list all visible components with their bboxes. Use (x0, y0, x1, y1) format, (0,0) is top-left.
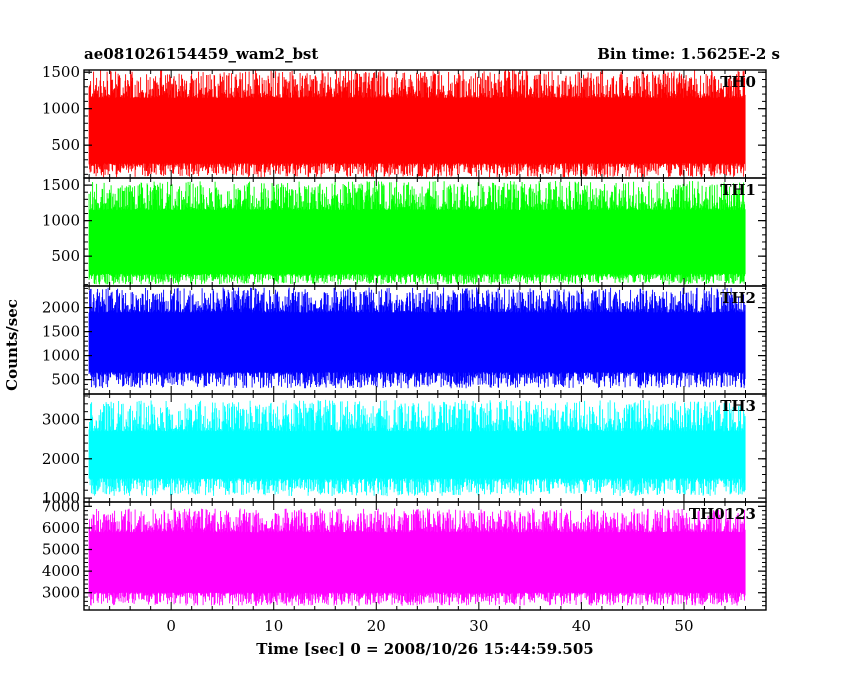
series-th0 (88, 70, 746, 178)
panel-th0: 500 1000 1500 TH0 (42, 63, 767, 179)
bin-time-label: Bin time: 1.5625E-2 s (597, 45, 780, 63)
panel-label-th2: TH2 (720, 289, 756, 307)
series-line-th1 (88, 180, 746, 285)
panel-th1: 500 1000 1500 TH1 (42, 176, 767, 287)
y-tick-label: 1000 (42, 347, 80, 365)
x-axis-label: Time [sec] 0 = 2008/10/26 15:44:59.505 (256, 640, 593, 658)
series-line-th2 (88, 287, 746, 389)
panel-frame (83, 501, 767, 611)
y-tick-label: 500 (51, 371, 80, 389)
y-axis-label: Counts/sec (3, 299, 21, 391)
y-tick-label: 500 (51, 247, 80, 265)
panel-label-th0: TH0 (720, 73, 756, 91)
series-th1 (88, 180, 746, 285)
series-th2 (88, 287, 746, 389)
x-tick-label: 0 (166, 617, 176, 635)
y-tick-label: 1000 (42, 212, 80, 230)
y-tick-label: 1500 (42, 323, 80, 341)
y-tick-label: 3000 (42, 411, 80, 429)
series-th0123 (88, 508, 746, 606)
y-tick-label: 5000 (42, 541, 80, 559)
y-tick-label: 4000 (42, 562, 80, 580)
x-tick-label: 50 (674, 617, 693, 635)
y-tick-label: 1000 (42, 100, 80, 118)
series-line-th0 (88, 70, 746, 178)
x-tick-label: 30 (469, 617, 488, 635)
panel-th2: 500 1000 1500 2000 TH2 (42, 285, 767, 395)
y-tick-label: 1500 (42, 176, 80, 194)
series-line-th3 (88, 399, 746, 497)
x-axis: 0 10 20 30 40 50 (166, 617, 693, 635)
panel-label-th3: TH3 (720, 397, 756, 415)
y-tick-label: 1000 (42, 489, 80, 507)
y-tick-label: 2000 (42, 450, 80, 468)
x-tick-label: 10 (264, 617, 283, 635)
panels: 500 1000 1500 TH0 500 1000 1500 TH1 500 1000 1500 2… (42, 63, 767, 611)
chart-title: ae081026154459_wam2_bst (84, 45, 318, 63)
x-tick-label: 40 (572, 617, 591, 635)
panel-label-th1: TH1 (720, 181, 756, 199)
series-line-th0123 (88, 508, 746, 606)
y-tick-label: 2000 (42, 299, 80, 317)
y-tick-label: 6000 (42, 519, 80, 537)
y-tick-label: 7000 (42, 497, 80, 515)
panel-th0123: 3000 4000 5000 6000 7000 TH0123 (42, 497, 767, 611)
y-tick-label: 500 (51, 136, 80, 154)
panel-label-th0123: TH0123 (689, 505, 756, 523)
panel-th3: 1000 2000 3000 TH3 (42, 393, 767, 507)
x-tick-label: 20 (367, 617, 386, 635)
y-tick-label: 1500 (42, 63, 80, 81)
y-tick-label: 3000 (42, 584, 80, 602)
series-th3 (88, 399, 746, 497)
